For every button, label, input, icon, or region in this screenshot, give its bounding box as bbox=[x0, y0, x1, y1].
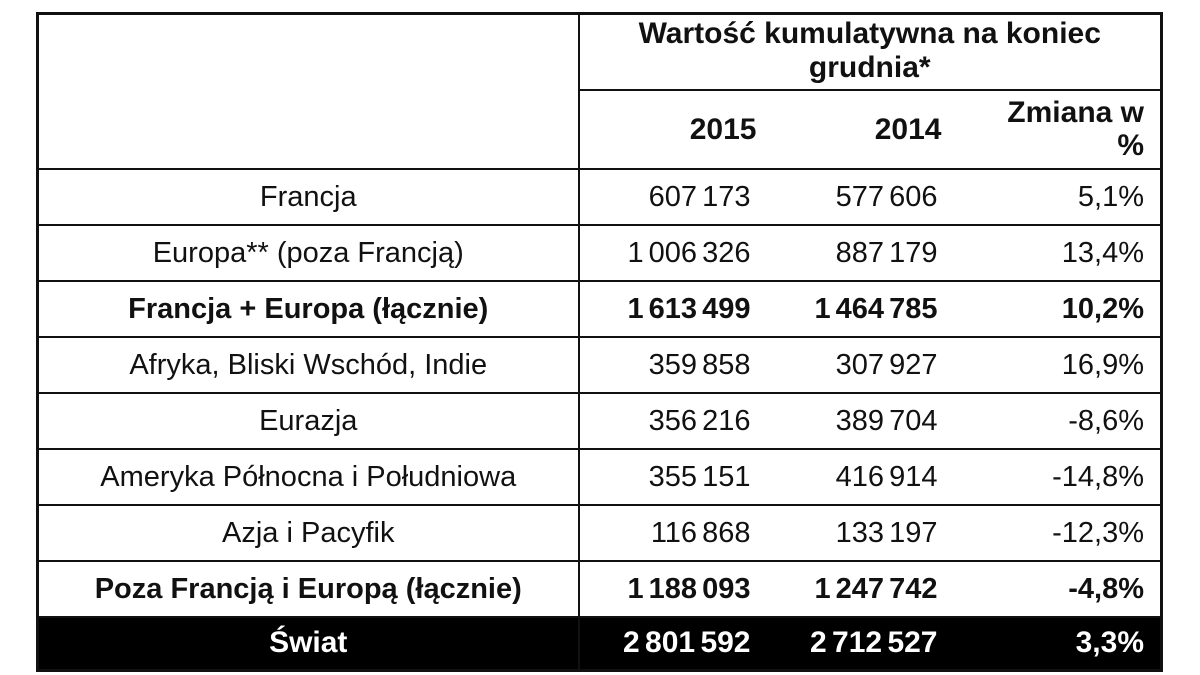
row-label: Azja i Pacyfik bbox=[37, 504, 580, 561]
table-row-afryka-bliski-wschod-indie: Afryka, Bliski Wschód, Indie 359 858 307… bbox=[37, 336, 1162, 393]
value-2014: 887 179 bbox=[756, 224, 942, 281]
value-change: -8,6% bbox=[941, 392, 1162, 449]
value-2015: 1 613 499 bbox=[578, 280, 757, 337]
row-label: Eurazja bbox=[37, 392, 580, 449]
value-change: 16,9% bbox=[941, 336, 1162, 393]
value-2014: 1 247 742 bbox=[756, 560, 942, 617]
value-2015: 2 801 592 bbox=[578, 616, 757, 670]
value-change: 5,1% bbox=[941, 168, 1162, 225]
value-change: -14,8% bbox=[941, 448, 1162, 505]
value-2014: 389 704 bbox=[756, 392, 942, 449]
row-label: Francja + Europa (łącznie) bbox=[37, 280, 580, 337]
column-header-2015: 2015 bbox=[578, 89, 757, 169]
value-change: -4,8% bbox=[941, 560, 1162, 617]
value-2015: 1 006 326 bbox=[578, 224, 757, 281]
value-2014: 416 914 bbox=[756, 448, 942, 505]
table-row-francja-europa-subtotal: Francja + Europa (łącznie) 1 613 499 1 4… bbox=[37, 280, 1162, 337]
value-2015: 116 868 bbox=[578, 504, 757, 561]
table-row-ameryka: Ameryka Północna i Południowa 355 151 41… bbox=[37, 448, 1162, 505]
value-2014: 307 927 bbox=[756, 336, 942, 393]
value-change: -12,3% bbox=[941, 504, 1162, 561]
table-row-azja-pacyfik: Azja i Pacyfik 116 868 133 197 -12,3% bbox=[37, 504, 1162, 561]
cumulative-values-table: Wartość kumulatywna na koniec grudnia* 2… bbox=[36, 12, 1163, 672]
header-corner-empty-cell bbox=[37, 13, 580, 169]
value-2015: 356 216 bbox=[578, 392, 757, 449]
value-2014: 2 712 527 bbox=[756, 616, 942, 670]
table-row-poza-francja-europa-subtotal: Poza Francją i Europą (łącznie) 1 188 09… bbox=[37, 560, 1162, 617]
value-change: 13,4% bbox=[941, 224, 1162, 281]
table-row-swiat-total: Świat 2 801 592 2 712 527 3,3% bbox=[37, 616, 1162, 670]
value-2014: 133 197 bbox=[756, 504, 942, 561]
table-row-eurazja: Eurazja 356 216 389 704 -8,6% bbox=[37, 392, 1162, 449]
value-2015: 1 188 093 bbox=[578, 560, 757, 617]
value-2014: 577 606 bbox=[756, 168, 942, 225]
table-group-title: Wartość kumulatywna na koniec grudnia* bbox=[638, 17, 1101, 84]
value-2015: 355 151 bbox=[578, 448, 757, 505]
row-label: Poza Francją i Europą (łącznie) bbox=[37, 560, 580, 617]
row-label: Świat bbox=[37, 616, 580, 670]
column-header-change-label: Zmiana w % bbox=[1007, 96, 1144, 162]
header-group-row: Wartość kumulatywna na koniec grudnia* bbox=[37, 13, 1162, 169]
column-header-change: Zmiana w % bbox=[941, 89, 1162, 169]
row-label: Europa** (poza Francją) bbox=[37, 224, 580, 281]
value-2015: 607 173 bbox=[578, 168, 757, 225]
header-columns-row: 2015 2014 Zmiana w % bbox=[38, 89, 1162, 169]
row-label: Afryka, Bliski Wschód, Indie bbox=[37, 336, 580, 393]
row-label: Francja bbox=[37, 168, 580, 225]
value-change: 10,2% bbox=[941, 280, 1162, 337]
table-row-europa: Europa** (poza Francją) 1 006 326 887 17… bbox=[37, 224, 1162, 281]
table-row-francja: Francja 607 173 577 606 5,1% bbox=[37, 168, 1162, 225]
value-2014: 1 464 785 bbox=[756, 280, 942, 337]
value-change: 3,3% bbox=[941, 616, 1162, 670]
column-header-2014: 2014 bbox=[756, 89, 942, 169]
value-2015: 359 858 bbox=[578, 336, 757, 393]
row-label: Ameryka Północna i Południowa bbox=[37, 448, 580, 505]
